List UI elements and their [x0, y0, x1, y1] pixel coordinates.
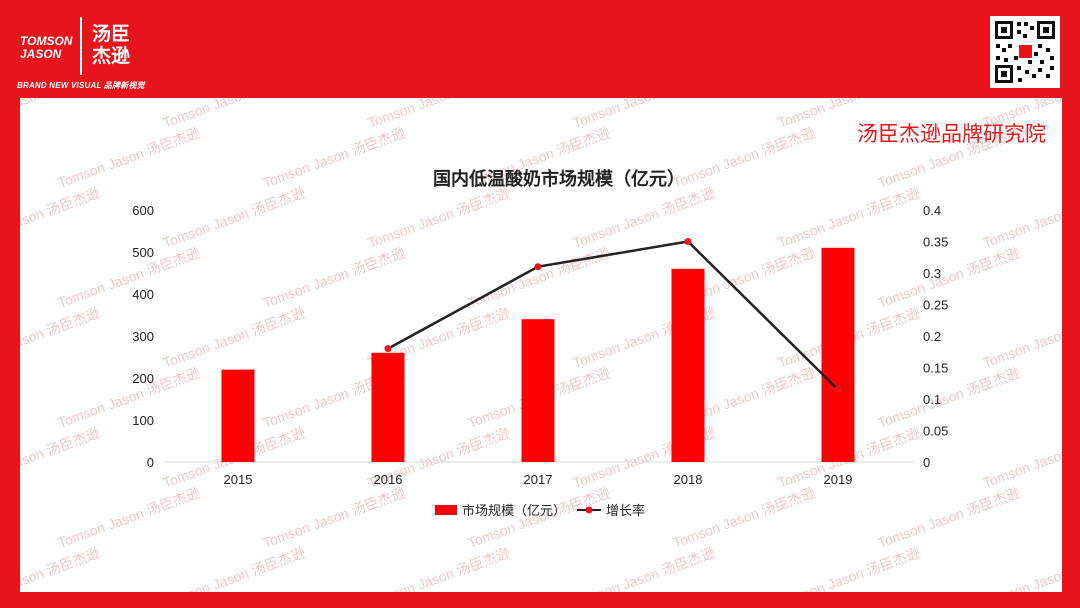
combo-chart: 国内低温酸奶市场规模（亿元） 0 100 200 300 400 500 600 0 0.05… — [132, 168, 948, 519]
x-tick-label: 2018 — [674, 472, 703, 487]
logo-chinese: 汤臣 杰逊 — [82, 17, 140, 75]
legend-swatch-marker — [585, 506, 593, 514]
y-right-tick-label: 0.35 — [923, 235, 948, 250]
y-right-tick-label: 0.3 — [923, 266, 941, 281]
chart-panel: Tomson Jason 汤臣杰逊 Tomson Jason 汤臣杰逊 Tomson… — [20, 98, 1062, 592]
x-tick-label: 2016 — [374, 472, 403, 487]
tagline: BRAND NEW VISUAL 品牌新视觉 — [17, 81, 145, 90]
line-point — [834, 386, 842, 394]
y-right-tick-label: 0.1 — [923, 392, 941, 407]
y-left-tick-label: 100 — [132, 413, 154, 428]
y-left-tick-label: 200 — [132, 371, 154, 386]
x-tick-label: 2015 — [224, 472, 253, 487]
line-point — [684, 238, 692, 245]
y-right-tick-label: 0.15 — [923, 361, 948, 376]
y-right-tick-label: 0.05 — [923, 424, 948, 439]
qr-code-icon — [995, 21, 1055, 83]
line-point — [384, 345, 392, 353]
y-left-tick-label: 600 — [132, 203, 154, 218]
watermark-layer: Tomson Jason 汤臣杰逊 Tomson Jason 汤臣杰逊 Tomson… — [20, 98, 1062, 592]
line-series — [384, 238, 842, 394]
bar-series — [221, 247, 855, 462]
x-tick-label: 2017 — [524, 472, 553, 487]
legend-swatch-bar — [435, 505, 457, 515]
y-right-tick-label: 0.2 — [923, 329, 941, 344]
y-right-tick-label: 0.4 — [923, 203, 941, 218]
x-axis: 2015 2016 2017 2018 2019 — [224, 472, 853, 487]
bar — [671, 268, 705, 462]
bar — [821, 247, 855, 462]
logo-en-line2: JASON — [20, 47, 62, 61]
logo-en-line1: TOMSON — [20, 34, 73, 48]
x-tick-label: 2019 — [824, 472, 853, 487]
bar — [221, 369, 255, 462]
y-axis-right: 0 0.05 0.1 0.15 0.2 0.25 0.3 0.35 0.4 — [923, 203, 948, 470]
company-logo: TOMSON JASON 汤臣 杰逊 — [16, 17, 140, 75]
legend: 市场规模（亿元） 增长率 — [435, 503, 645, 519]
growth-line — [387, 240, 839, 391]
legend-label-line: 增长率 — [606, 503, 645, 519]
y-left-tick-label: 500 — [132, 245, 154, 260]
y-left-tick-label: 300 — [132, 329, 154, 344]
bar — [521, 319, 555, 462]
bar — [371, 352, 405, 462]
qr-code[interactable] — [990, 16, 1060, 88]
line-point — [534, 263, 542, 271]
y-axis-left: 0 100 200 300 400 500 600 — [132, 203, 154, 470]
logo-english: TOMSON JASON — [16, 17, 80, 75]
logo-cn-line1: 汤臣 — [91, 23, 130, 45]
y-right-tick-label: 0.25 — [923, 298, 948, 313]
y-left-tick-label: 400 — [132, 287, 154, 302]
logo-cn-line2: 杰逊 — [91, 45, 130, 67]
legend-label-bar: 市场规模（亿元） — [462, 503, 566, 519]
y-right-tick-label: 0 — [923, 455, 930, 470]
y-left-tick-label: 0 — [147, 455, 154, 470]
chart-title: 国内低温酸奶市场规模（亿元） — [433, 168, 685, 190]
brand-label: 汤臣杰逊品牌研究院 — [857, 122, 1046, 146]
